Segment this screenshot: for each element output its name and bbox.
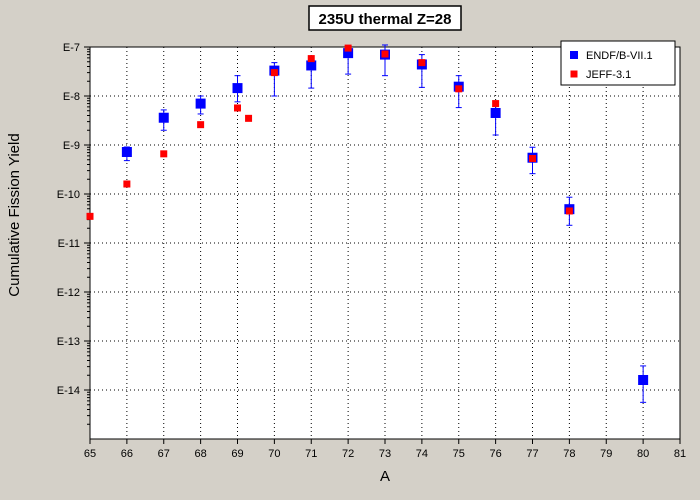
legend-marker [570, 70, 578, 78]
data-point [270, 69, 278, 77]
data-point [492, 100, 500, 108]
y-tick-label: E-13 [57, 336, 80, 348]
legend-label: JEFF-3.1 [586, 69, 631, 81]
x-tick-label: 71 [305, 448, 317, 460]
data-point [455, 85, 463, 93]
data-point [381, 50, 389, 58]
series-layer [86, 44, 649, 403]
y-tick-label: E-11 [58, 238, 80, 250]
x-tick-label: 73 [379, 448, 391, 460]
x-tick-label: 78 [563, 448, 575, 460]
data-point [86, 212, 94, 220]
x-tick-label: 81 [674, 448, 686, 460]
x-tick-label: 79 [600, 448, 612, 460]
y-tick-label: E-12 [57, 287, 80, 299]
data-point [565, 207, 573, 215]
y-tick-label: E-7 [63, 42, 80, 54]
x-tick-label: 77 [526, 448, 538, 460]
y-tick-label: E-10 [57, 189, 80, 201]
x-tick-label: 69 [231, 448, 243, 460]
chart-title: 235U thermal Z=28 [319, 11, 452, 28]
data-point [232, 83, 243, 94]
data-point [529, 155, 536, 163]
y-tick-label: E-8 [63, 91, 80, 103]
series-1 [86, 44, 573, 220]
data-point [121, 146, 132, 157]
x-tick-label: 72 [342, 448, 354, 460]
ticks [84, 46, 681, 444]
y-axis-title: Cumulative Fission Yield [6, 133, 23, 296]
x-tick-label: 68 [195, 448, 207, 460]
x-tick-label: 80 [637, 448, 649, 460]
x-tick-label: 74 [416, 448, 428, 460]
data-point [306, 60, 317, 71]
data-point [245, 114, 253, 122]
data-point [160, 150, 168, 158]
x-axis-title: A [380, 468, 390, 485]
data-point [343, 48, 354, 59]
x-tick-label: 66 [121, 448, 133, 460]
y-tick-label: E-14 [57, 385, 80, 397]
x-tick-label: 70 [268, 448, 280, 460]
data-point [638, 374, 649, 385]
legend-label: ENDF/B-VII.1 [586, 50, 653, 62]
data-point [344, 44, 352, 52]
x-tick-label: 76 [490, 448, 502, 460]
x-tick-label: 65 [84, 448, 96, 460]
grid [90, 47, 680, 439]
title-box: 235U thermal Z=28 [308, 5, 462, 31]
data-point [197, 121, 205, 129]
x-tick-label: 67 [158, 448, 170, 460]
tick-labels: 65 66 67 68 69 70 71 72 73 74 75 76 77 78 79 80 81 E-7 E-8… [57, 42, 686, 460]
data-point [158, 112, 169, 123]
legend: ENDF/B-VII.1 JEFF-3.1 [560, 40, 676, 86]
data-point [123, 180, 131, 188]
legend-marker [570, 51, 578, 59]
data-point [195, 98, 206, 109]
data-point [234, 104, 241, 112]
x-tick-label: 75 [453, 448, 465, 460]
y-tick-label: E-9 [63, 140, 80, 152]
data-point [418, 59, 426, 67]
data-point [490, 107, 501, 118]
data-point [307, 55, 315, 63]
